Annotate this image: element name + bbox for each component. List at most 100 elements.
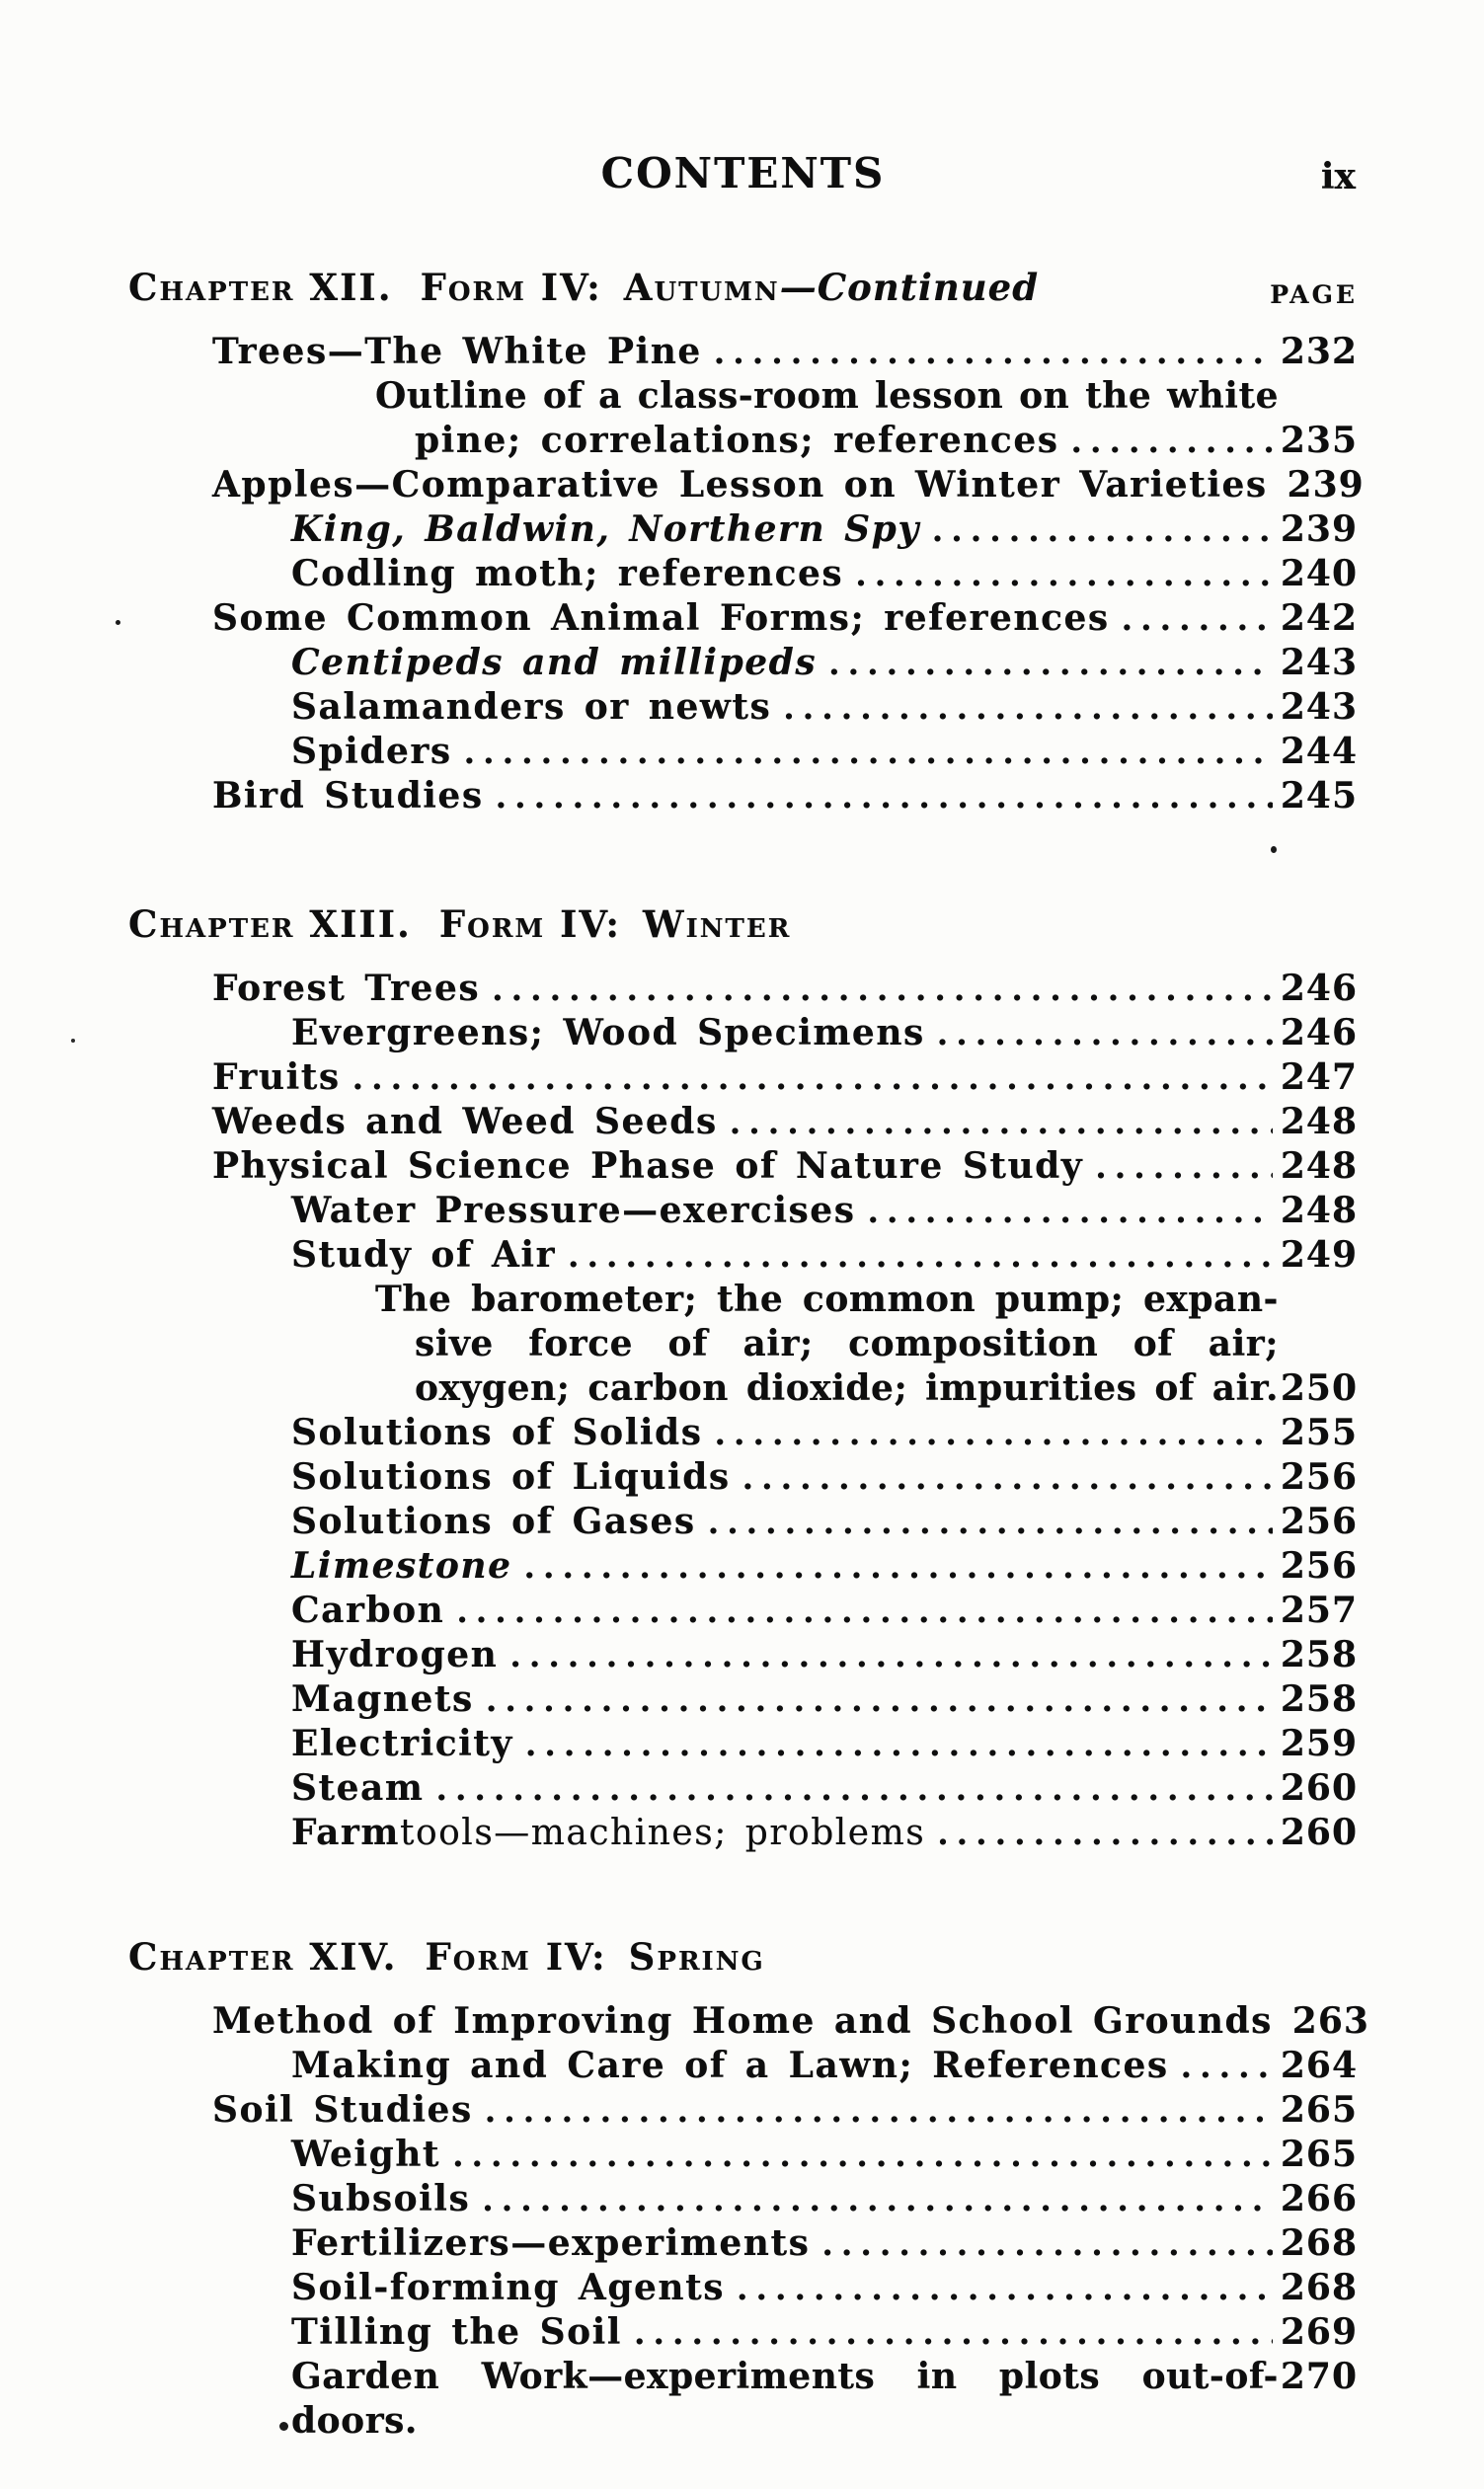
dot-leader: ........................................… bbox=[509, 1636, 1273, 1674]
toc-entry: Spiders.................................… bbox=[291, 730, 1358, 774]
entry-title: Soil-forming Agents bbox=[291, 2267, 725, 2308]
entry-title: Study of Air bbox=[291, 1234, 557, 1276]
entry-page-number: 263 bbox=[1291, 2000, 1369, 2042]
toc-section: Chapter XIII. Form IV: Winter Forest Trees.… bbox=[0, 846, 1484, 1855]
toc-entry: Soil-forming Agents.....................… bbox=[291, 2266, 1358, 2310]
toc-entry: Hydrogen................................… bbox=[291, 1633, 1358, 1677]
entry-title: Making and Care of a Lawn; References bbox=[291, 2045, 1169, 2086]
entry-page-number: 242 bbox=[1280, 597, 1358, 639]
entry-title: Garden Work—experiments in plots out-of-… bbox=[291, 2356, 1279, 2442]
toc-entry: Centipeds and millipeds.................… bbox=[291, 641, 1358, 685]
toc-entry: Solutions of Liquids....................… bbox=[291, 1455, 1358, 1500]
entry-page-number: 268 bbox=[1280, 2267, 1358, 2308]
entry-page-number: 239 bbox=[1287, 464, 1365, 506]
dot-leader: ........................................… bbox=[1095, 1147, 1273, 1186]
toc-entry: Weeds and Weed Seeds....................… bbox=[212, 1100, 1358, 1144]
entry-title: Apples—Comparative Lesson on Winter Vari… bbox=[212, 464, 1268, 506]
entry-title: Evergreens; Wood Specimens bbox=[291, 1012, 925, 1053]
entry-page-number: 269 bbox=[1280, 2311, 1358, 2353]
ink-speck bbox=[71, 1039, 75, 1043]
toc-entry: Solutions of Solids.....................… bbox=[291, 1411, 1358, 1455]
dot-leader: ........................................… bbox=[729, 1103, 1273, 1141]
entry-page-number: 249 bbox=[1280, 1234, 1358, 1276]
entry-page-number: 245 bbox=[1280, 775, 1358, 817]
toc-entry-list: Method of Improving Home and School Grou… bbox=[0, 1999, 1484, 2444]
dot-leader: ........................................… bbox=[714, 1414, 1273, 1452]
dot-leader: ........................................… bbox=[707, 1503, 1273, 1541]
form-label: Form IV: bbox=[438, 902, 622, 946]
toc-entry: oxygen; carbon dioxide; impurities of ai… bbox=[415, 1366, 1358, 1411]
entry-page-number: 256 bbox=[1280, 1501, 1358, 1542]
toc-entry: Apples—Comparative Lesson on Winter Vari… bbox=[212, 463, 1364, 507]
entry-page-number: 240 bbox=[1280, 553, 1358, 594]
dot-leader: ........................................… bbox=[713, 333, 1273, 371]
entry-page-number: 260 bbox=[1280, 1812, 1358, 1853]
toc-entry: Codling moth; references................… bbox=[291, 552, 1358, 596]
entry-title: Weight bbox=[291, 2134, 441, 2175]
toc-entry: Outline of a class-room lesson on the wh… bbox=[375, 374, 1358, 419]
season-label: Winter bbox=[643, 902, 792, 946]
entry-title: Solutions of Solids bbox=[291, 1412, 703, 1453]
dot-leader: ........................................… bbox=[855, 555, 1273, 593]
toc-entry: Bird Studies............................… bbox=[212, 774, 1358, 818]
toc-entry: Study of Air............................… bbox=[291, 1233, 1358, 1278]
entry-title: Magnets bbox=[291, 1678, 474, 1720]
toc-entry: Trees—The White Pine....................… bbox=[212, 330, 1358, 374]
entry-title: Outline of a class-room lesson on the wh… bbox=[375, 375, 1279, 417]
entry-title: Fertilizers—experiments bbox=[291, 2222, 811, 2264]
dot-leader: ........................................… bbox=[484, 2091, 1273, 2130]
dot-leader: ........................................… bbox=[524, 1725, 1273, 1763]
entry-page-number: 258 bbox=[1280, 1634, 1358, 1675]
chapter-heading: Chapter XIV. Form IV: Spring bbox=[128, 1934, 1358, 1980]
entry-title: Centipeds and millipeds bbox=[291, 642, 818, 683]
toc-entry: Soil Studies............................… bbox=[212, 2088, 1358, 2133]
entry-title: sive force of air; composition of air; bbox=[415, 1323, 1279, 1364]
dot-leader: ........................................… bbox=[936, 1014, 1273, 1052]
page-header: CONTENTS ix bbox=[0, 148, 1484, 199]
dot-leader: ........................................… bbox=[452, 2136, 1273, 2174]
dot-leader: ........................................… bbox=[633, 2313, 1273, 2352]
entry-title: Codling moth; references bbox=[291, 553, 844, 594]
entry-title-secondary: tools—machines; problems bbox=[399, 1813, 926, 1853]
entry-title: Carbon bbox=[291, 1590, 445, 1631]
toc-entry: Evergreens; Wood Specimens..............… bbox=[291, 1011, 1358, 1055]
toc-entry-list: Trees—The White Pine....................… bbox=[0, 330, 1484, 818]
entry-title: Spiders bbox=[291, 731, 452, 772]
dot-leader: ........................................… bbox=[523, 1547, 1273, 1586]
dot-leader: ........................................… bbox=[492, 970, 1273, 1008]
toc-entry: sive force of air; composition of air; bbox=[415, 1322, 1358, 1366]
chapter-heading: Chapter XII. Form IV: Autumn—Continued PAGE bbox=[128, 265, 1358, 310]
toc-entry: Fruits..................................… bbox=[212, 1055, 1358, 1100]
table-of-contents: Chapter XII. Form IV: Autumn—Continued PAGE… bbox=[0, 265, 1484, 2444]
dot-leader: ........................................… bbox=[1070, 422, 1274, 460]
dot-leader: ........................................… bbox=[742, 1458, 1273, 1497]
entry-page-number: 266 bbox=[1280, 2178, 1358, 2219]
entry-page-number: 264 bbox=[1280, 2045, 1358, 2086]
dot-leader: ........................................… bbox=[821, 2224, 1273, 2263]
chapter-label: Chapter XIV. bbox=[128, 1935, 398, 1979]
dot-leader: ........................................… bbox=[485, 1680, 1273, 1719]
ink-speck bbox=[1271, 846, 1277, 853]
dot-leader: ........................................… bbox=[495, 777, 1273, 816]
entry-title: Salamanders or newts bbox=[291, 686, 772, 728]
dot-leader: ........................................… bbox=[931, 510, 1273, 549]
dot-leader: ........................................… bbox=[1121, 599, 1273, 638]
entry-page-number: 232 bbox=[1280, 331, 1358, 372]
entry-title: King, Baldwin, Northern Spy bbox=[291, 508, 920, 550]
toc-entry: Method of Improving Home and School Grou… bbox=[212, 1999, 1368, 2044]
season-label: Autumn bbox=[623, 266, 780, 309]
entry-title: Method of Improving Home and School Grou… bbox=[212, 2000, 1273, 2042]
entry-title: Farm bbox=[291, 1812, 400, 1853]
entry-title: Electricity bbox=[291, 1723, 513, 1764]
entry-page-number: 243 bbox=[1280, 642, 1358, 683]
entry-page-number: 250 bbox=[1280, 1367, 1358, 1409]
entry-title: Bird Studies bbox=[212, 775, 484, 817]
entry-page-number: 248 bbox=[1280, 1190, 1358, 1231]
toc-entry: Salamanders or newts....................… bbox=[291, 685, 1358, 730]
dot-leader: ........................................… bbox=[463, 733, 1273, 771]
entry-title: Subsoils bbox=[291, 2178, 471, 2219]
dot-leader: ........................................… bbox=[351, 1058, 1273, 1097]
toc-entry: Magnets.................................… bbox=[291, 1677, 1358, 1722]
toc-entry: Physical Science Phase of Nature Study..… bbox=[212, 1144, 1358, 1189]
